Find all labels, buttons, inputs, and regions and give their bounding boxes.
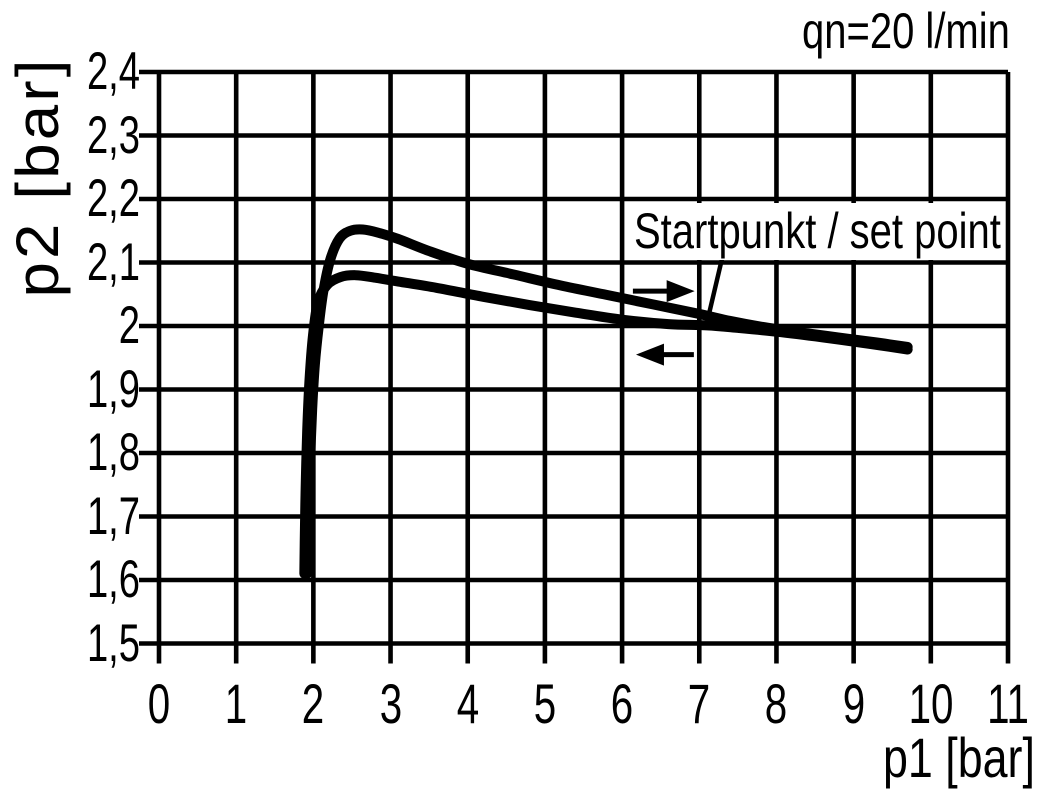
y-tick-label: 1,9 bbox=[86, 359, 140, 419]
x-tick-label: 11 bbox=[987, 672, 1029, 735]
x-tick-label: 7 bbox=[688, 672, 711, 735]
setpoint-label: Startpunkt / set point bbox=[630, 203, 1005, 260]
curve-p1-decreasing bbox=[299, 270, 913, 579]
y-tick-label: 2,3 bbox=[86, 105, 140, 165]
direction-decreasing-arrowhead-icon bbox=[635, 343, 664, 366]
x-tick-label: 3 bbox=[379, 672, 402, 735]
setpoint-leader-line bbox=[707, 253, 726, 314]
y-tick-label: 1,7 bbox=[86, 486, 140, 546]
x-tick-label: 2 bbox=[302, 672, 325, 735]
y-tick-label: 1,8 bbox=[86, 423, 140, 482]
x-tick-label: 10 bbox=[908, 672, 954, 735]
y-tick-label: 2 bbox=[118, 296, 140, 355]
x-tick-label: 5 bbox=[533, 672, 557, 735]
y-tick-label: 1,6 bbox=[86, 550, 140, 609]
x-tick-label: 4 bbox=[456, 672, 479, 735]
x-tick-label: 0 bbox=[147, 672, 171, 735]
y-tick-label: 1,5 bbox=[86, 613, 140, 673]
x-axis-title: p1 [bar] bbox=[883, 726, 1035, 789]
y-tick-label: 2,1 bbox=[86, 232, 140, 292]
x-tick-label: 9 bbox=[842, 672, 865, 735]
x-tick-label: 6 bbox=[610, 672, 634, 735]
y-tick-label: 2,2 bbox=[86, 169, 140, 228]
y-tick-label: 2,4 bbox=[86, 42, 140, 101]
x-tick-label: 1 bbox=[224, 672, 248, 735]
x-tick-label: 8 bbox=[765, 672, 788, 735]
flow-rate-annotation: qn=20 l/min bbox=[802, 3, 1010, 59]
direction-increasing-arrowhead-icon bbox=[666, 280, 695, 303]
